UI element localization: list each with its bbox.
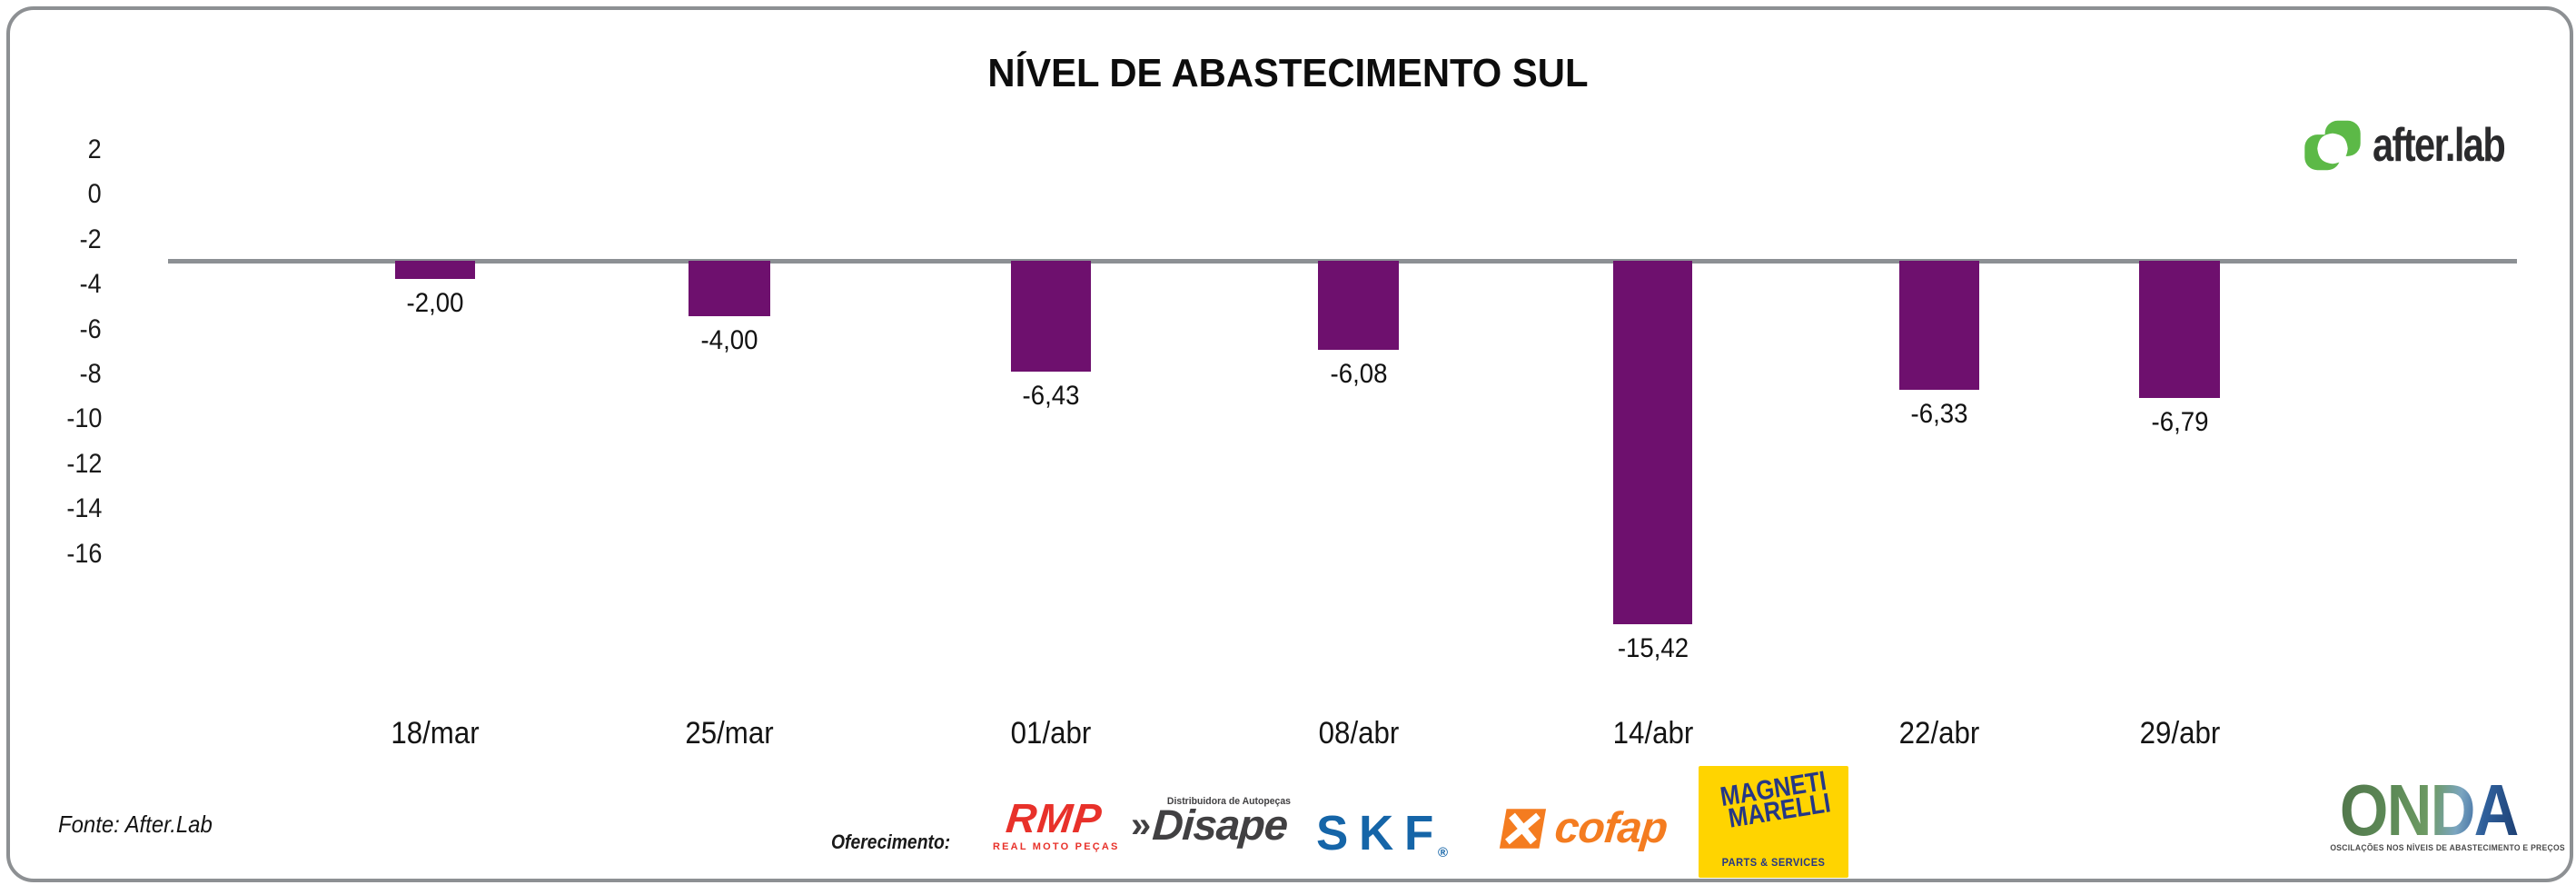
disape-logo-text: Disape — [1151, 800, 1290, 849]
disape-logo-main: » Disape — [1131, 800, 1291, 849]
cofap-logo: cofap — [1497, 804, 1669, 852]
x-axis-category-label: 14/abr — [1612, 716, 1693, 751]
y-axis-tick-label: -12 — [25, 448, 102, 481]
x-axis-category-label: 22/abr — [1898, 716, 1980, 751]
afterlab-leaf-icon — [2304, 120, 2361, 171]
bar-value-label: -4,00 — [700, 325, 758, 355]
y-axis-tick-label: -2 — [25, 224, 102, 256]
y-axis-tick-label: -16 — [25, 538, 102, 571]
x-axis-category-label: 29/abr — [2139, 716, 2220, 751]
y-axis-tick-label: 0 — [25, 178, 102, 211]
y-axis-tick-label: -4 — [25, 268, 102, 301]
y-axis-tick-text: 2 — [87, 134, 102, 164]
onda-logo: ONDA OSCILAÇÕES NOS NÍVEIS DE ABASTECIME… — [2325, 770, 2565, 853]
bar-value-label: -6,79 — [2151, 407, 2208, 437]
rmp-logo-subtitle: REAL MOTO PEÇAS — [993, 840, 1120, 852]
cofap-emblem-icon — [1499, 809, 1547, 849]
skf-logo: SKF® — [1316, 809, 1448, 860]
y-axis-tick-text: -14 — [65, 493, 102, 524]
cofap-logo-text: cofap — [1552, 804, 1669, 852]
bar-22/abr — [1899, 261, 1979, 390]
y-axis-tick-label: -14 — [25, 492, 102, 525]
rmp-logo: RMP REAL MOTO PEÇAS — [993, 795, 1120, 852]
disape-chevrons-icon: » — [1131, 804, 1152, 845]
bar-value-label: -6,43 — [1022, 381, 1080, 411]
bar-value-label: -2,00 — [406, 288, 464, 318]
chart-card-border — [6, 6, 2573, 882]
disape-logo: Distribuidora de Autopeças » Disape — [1131, 796, 1291, 849]
x-axis-category-label: 25/mar — [685, 716, 774, 751]
y-axis-tick-text: -6 — [79, 313, 102, 344]
onda-logo-text: ONDA — [2339, 770, 2519, 850]
disape-logo-subtitle: Distribuidora de Autopeças — [1166, 796, 1291, 807]
magneti-marelli-logo: MAGNETI MARELLI PARTS & SERVICES — [1699, 766, 1848, 878]
x-axis-category-label: 18/mar — [391, 716, 480, 751]
x-axis-category-label: 08/abr — [1318, 716, 1399, 751]
y-axis-tick-text: -8 — [79, 359, 102, 389]
bar-25/mar — [689, 261, 770, 316]
chart-title-text: NÍVEL DE ABASTECIMENTO SUL — [987, 51, 1589, 95]
afterlab-logo-text: after.lab — [2373, 119, 2506, 172]
magneti-marelli-subtitle: PARTS & SERVICES — [1721, 856, 1826, 869]
source-note-text: Fonte: After.Lab — [58, 810, 213, 838]
bar-08/abr — [1318, 261, 1399, 350]
sponsorship-label: Oferecimento: — [831, 830, 966, 854]
bar-14/abr — [1613, 261, 1692, 624]
y-axis-tick-label: -10 — [25, 403, 102, 435]
y-axis-tick-label: -6 — [25, 313, 102, 346]
source-note: Fonte: After.Lab — [58, 810, 226, 839]
onda-tagline: OSCILAÇÕES NOS NÍVEIS DE ABASTECIMENTO E… — [2330, 843, 2565, 852]
y-axis-tick-text: -12 — [65, 448, 102, 479]
y-axis-tick-text: 0 — [87, 179, 102, 210]
magneti-marelli-wordmark: MAGNETI MARELLI — [1699, 766, 1848, 833]
y-axis-tick-label: 2 — [25, 134, 102, 166]
y-axis-tick-text: -16 — [65, 538, 102, 569]
y-axis-tick-text: -2 — [79, 224, 102, 254]
bar-value-label: -6,08 — [1330, 359, 1387, 389]
y-axis-tick-text: -10 — [65, 403, 102, 434]
bar-29/abr — [2139, 261, 2220, 398]
y-axis-tick-text: -4 — [79, 269, 102, 300]
rmp-logo-text: RMP — [1003, 795, 1105, 841]
bar-value-label: -6,33 — [1910, 399, 1968, 429]
sponsorship-label-text: Oferecimento: — [831, 830, 951, 853]
afterlab-logo: after.lab — [2296, 118, 2537, 173]
chart-title: NÍVEL DE ABASTECIMENTO SUL — [0, 51, 2576, 96]
y-axis-tick-label: -8 — [25, 358, 102, 391]
bar-value-label: -15,42 — [1617, 633, 1689, 663]
bar-18/mar — [395, 261, 475, 279]
bar-01/abr — [1011, 261, 1091, 372]
x-axis-category-label: 01/abr — [1010, 716, 1092, 751]
skf-registered-mark: ® — [1438, 845, 1449, 860]
skf-logo-text: SKF — [1316, 806, 1445, 860]
